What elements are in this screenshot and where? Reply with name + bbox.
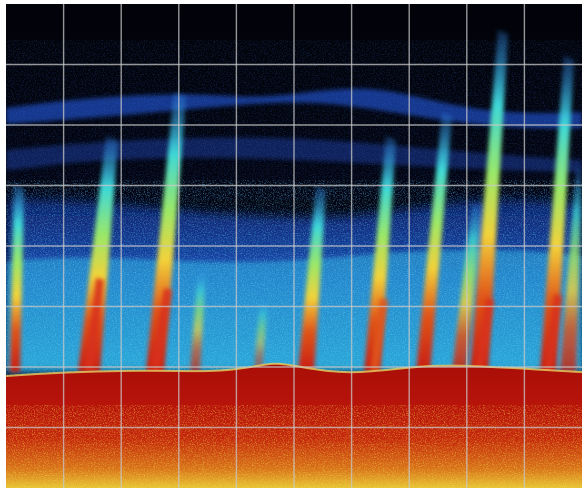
- plume-6: [364, 136, 396, 372]
- plume-cores: [84, 278, 562, 372]
- plume-11: [560, 168, 582, 372]
- plume-5: [298, 186, 326, 372]
- plume-3: [146, 92, 186, 372]
- plume-1: [10, 182, 24, 372]
- plume-4: [190, 268, 206, 372]
- plume-10: [540, 56, 574, 372]
- plume-9: [470, 30, 508, 372]
- grid-overlay: [6, 4, 582, 488]
- plume-2: [78, 136, 118, 372]
- plume-12: [254, 298, 268, 372]
